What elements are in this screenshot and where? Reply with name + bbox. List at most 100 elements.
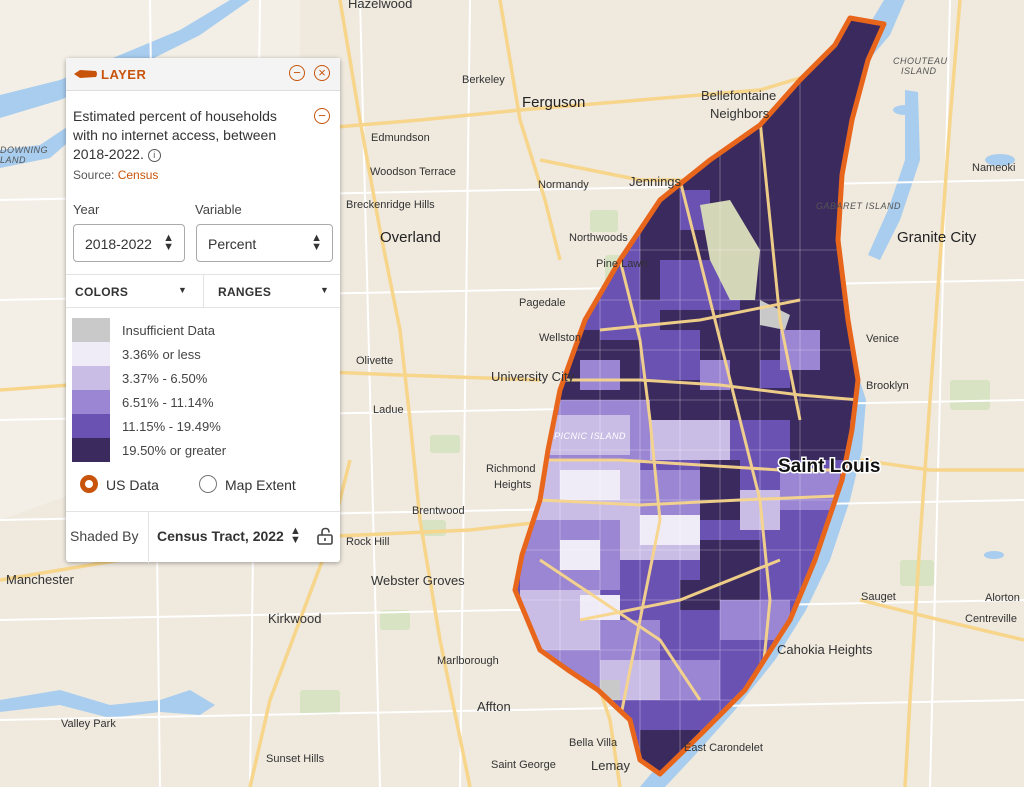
label-cahokia: Cahokia Heights [777,642,873,657]
label-overland: Overland [380,229,441,246]
label-kirkwood: Kirkwood [268,611,321,626]
legend-swatch [72,438,110,462]
divider [148,512,149,563]
legend-item: 11.15% - 19.49% [72,414,332,438]
legend-item: 3.36% or less [72,342,332,366]
label-affton: Affton [477,699,511,714]
label-downing-2: LAND [0,155,26,165]
label-pinelawn: Pine Lawn [596,258,647,270]
label-hazelwood: Hazelwood [348,0,412,11]
panel-header: LAYER − × [66,58,340,91]
radio-extent-label: Map Extent [225,477,296,493]
label-sauget: Sauget [861,591,896,603]
panel-title: LAYER [101,67,147,82]
collapse-icon[interactable]: − [289,65,305,81]
label-jennings: Jennings [629,174,682,189]
legend-item: Insufficient Data [72,318,332,342]
label-brentwood: Brentwood [412,505,465,517]
shaded-by-select[interactable]: Census Tract, 2022 [157,528,284,544]
shaded-by-row: Shaded By Census Tract, 2022 ▲ ▼ [66,511,340,563]
remove-layer-icon[interactable]: − [314,108,330,124]
label-richmond-1: Richmond [486,463,536,475]
variable-select-value: Percent [208,236,257,252]
source-line: Source: Census [73,168,158,182]
legend-swatch [72,342,110,366]
caret-down-icon: ▼ [178,285,187,295]
source-label: Source: [73,168,115,182]
shaded-by-label: Shaded By [70,528,139,544]
meramec-river [0,690,215,718]
tab-ranges[interactable]: RANGES ▼ [204,275,340,307]
layer-panel: LAYER − × Estimated percent of household… [66,58,340,563]
label-breckenridge: Breckenridge Hills [346,199,435,211]
choropleth-layer [515,18,884,774]
label-venice: Venice [866,333,899,345]
legend-label: 3.37% - 6.50% [122,371,208,386]
label-bellavilla: Bella Villa [569,737,618,749]
radio-dot [199,475,217,493]
legend-swatch [72,390,110,414]
legend-label: Insufficient Data [122,323,215,338]
legend-item: 3.37% - 6.50% [72,366,332,390]
label-rockhill: Rock Hill [346,536,389,548]
label-normandy: Normandy [538,179,589,191]
variable-select[interactable]: Percent ▲ ▼ [196,224,333,262]
info-icon[interactable]: i [147,149,161,162]
description-text: Estimated percent of households with no … [73,108,277,162]
year-select[interactable]: 2018-2022 ▲ ▼ [73,224,185,262]
updown-icon: ▲ ▼ [311,232,322,253]
variable-label: Variable [195,202,242,217]
close-icon[interactable]: × [314,65,330,81]
label-eastcarondelet: East Carondelet [684,742,763,754]
pencil-icon [74,70,97,78]
label-bellefontaine: Bellefontaine [701,88,776,103]
tab-colors[interactable]: COLORS ▼ [66,275,204,307]
label-manchester: Manchester [6,572,75,587]
year-label: Year [73,202,100,217]
label-edmundson: Edmundson [371,132,430,144]
label-pagedale: Pagedale [519,297,566,309]
legend-label: 11.15% - 19.49% [122,419,221,434]
style-tabs: COLORS ▼ RANGES ▼ [66,274,340,308]
tab-colors-label: COLORS [75,285,129,299]
label-sunset: Sunset Hills [266,753,325,765]
label-olivette: Olivette [356,355,393,367]
radio-us-label: US Data [106,477,159,493]
legend-label: 19.50% or greater [122,443,227,458]
legend-label: 3.36% or less [122,347,201,362]
label-valleypark: Valley Park [61,718,116,730]
source-link[interactable]: Census [117,168,159,182]
label-nameoki: Nameoki [972,162,1015,174]
label-webster: Webster Groves [371,573,465,588]
label-stgeorge: Saint George [491,759,556,771]
label-alorton: Alorton [985,592,1020,604]
tab-ranges-label: RANGES [218,285,272,299]
label-saint-louis: Saint Louis [778,456,880,477]
label-picnic: PICNIC ISLAND [554,431,626,441]
label-marlborough: Marlborough [437,655,499,667]
label-berkeley: Berkeley [462,74,505,86]
updown-icon: ▲ ▼ [163,232,174,253]
label-chouteau-2: ISLAND [901,66,937,76]
radio-dot [80,475,98,493]
label-woodson: Woodson Terrace [370,166,456,178]
legend-swatch [72,414,110,438]
label-university: University City [491,369,575,384]
legend-swatch [72,318,110,342]
city-boundary [512,15,887,777]
label-ferguson: Ferguson [522,94,585,111]
label-gabaret: GABARET ISLAND [816,201,901,211]
label-neighbors: Neighbors [710,106,770,121]
unlock-icon[interactable] [317,527,333,545]
label-brooklyn: Brooklyn [866,380,909,392]
legend-item: 6.51% - 11.14% [72,390,332,414]
year-select-value: 2018-2022 [85,236,152,252]
layer-description: Estimated percent of households with no … [73,107,291,164]
legend-swatch [72,366,110,390]
label-chouteau-1: CHOUTEAU [893,56,948,66]
caret-down-icon: ▼ [320,285,329,295]
place-labels: Hazelwood Berkeley Ferguson Bellefontain… [0,0,1020,773]
label-centreville: Centreville [965,613,1017,625]
updown-icon: ▲ ▼ [290,525,301,546]
